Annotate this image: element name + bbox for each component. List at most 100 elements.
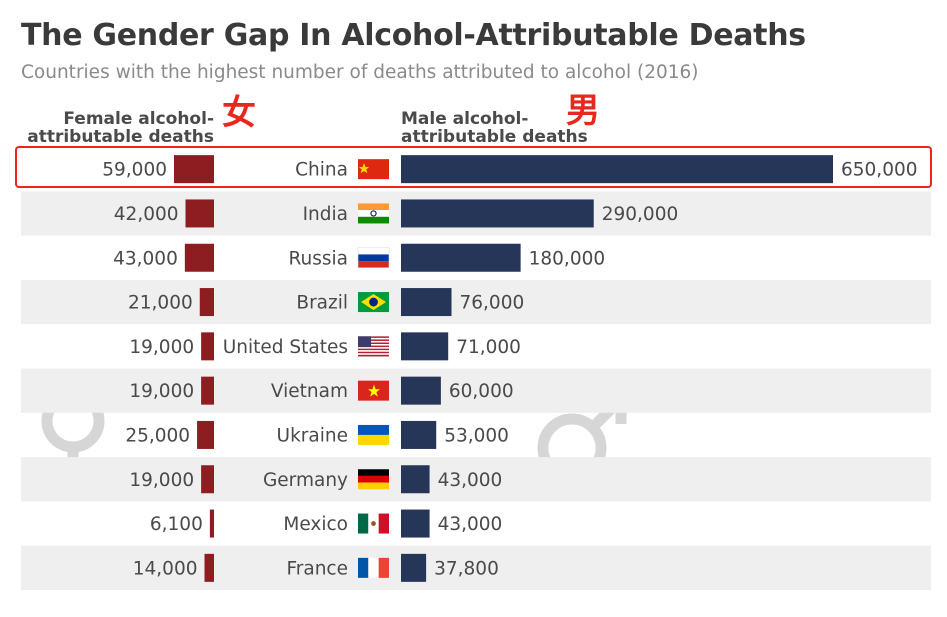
male-value-label: 43,000 <box>438 514 503 535</box>
row-stripe <box>21 368 931 413</box>
india-flag-icon <box>358 203 389 224</box>
male-column-header: Male alcohol- attributable deaths <box>401 110 588 146</box>
male-value-label: 71,000 <box>456 337 521 358</box>
usa-flag-icon-stripe-8 <box>358 348 389 351</box>
male-value-label: 650,000 <box>841 160 918 181</box>
usa-flag-icon-stripe-1 <box>358 337 389 340</box>
row-brazil: 21,000 Brazil 76,000 <box>21 279 931 325</box>
china-flag-icon-star <box>359 163 369 174</box>
india-flag-icon-white <box>358 210 389 217</box>
row-mexico: 6,100 Mexico 43,000 <box>150 509 503 538</box>
female-column-header: Female alcohol- attributable deaths <box>26 110 214 146</box>
brazil-flag-icon-globe <box>369 297 378 307</box>
russia-flag-icon-blue <box>358 254 389 262</box>
male-bar <box>401 243 521 272</box>
male-value-label: 180,000 <box>529 248 606 269</box>
usa-flag-icon-stripe-3 <box>358 340 389 343</box>
france-flag-icon-blue <box>358 557 369 578</box>
country-label: Ukraine <box>277 425 348 446</box>
china-flag-icon <box>358 159 389 180</box>
usa-flag-icon-stripe-2 <box>358 339 389 342</box>
female-bar <box>201 465 214 494</box>
france-flag-icon-white <box>368 557 379 578</box>
female-bar <box>199 288 214 317</box>
usa-flag-icon-canton <box>358 336 372 348</box>
female-bar <box>174 155 214 184</box>
male-bar <box>401 288 452 317</box>
female-bar <box>201 332 214 361</box>
male-value-label: 43,000 <box>438 470 503 491</box>
male-header-line1: Male alcohol- <box>401 109 529 129</box>
male-value-label: 60,000 <box>449 381 514 402</box>
row-russia: 43,000 Russia 180,000 <box>113 243 606 272</box>
russia-flag-icon-white <box>358 247 389 255</box>
usa-flag-icon-stripe-9 <box>358 350 389 352</box>
male-value-label: 76,000 <box>460 293 525 314</box>
vietnam-flag-icon <box>358 380 389 401</box>
row-india: 42,000 India 290,000 <box>21 191 931 236</box>
male-value-label: 37,800 <box>434 558 499 579</box>
row-vietnam: 19,000 Vietnam 60,000 <box>21 368 931 413</box>
russia-flag-icon-red <box>358 261 389 268</box>
row-china: 59,000 China 650,000 <box>102 155 918 184</box>
ukraine-flag-icon <box>358 424 389 445</box>
country-label: Russia <box>288 248 348 269</box>
germany-flag-icon-black <box>358 469 389 476</box>
female-value-label: 21,000 <box>128 293 193 314</box>
usa-flag-icon-stripe-6 <box>358 345 389 348</box>
mexico-flag-icon-green <box>358 513 369 534</box>
ukraine-flag-icon-blue <box>358 424 389 435</box>
usa-flag-icon-stripe-10 <box>358 351 389 354</box>
ukraine-flag-icon-yellow <box>358 434 389 445</box>
female-value-label: 42,000 <box>114 204 179 225</box>
female-value-label: 59,000 <box>102 160 167 181</box>
france-flag-icon <box>358 557 389 578</box>
country-label: China <box>295 160 348 181</box>
chart-subtitle: Countries with the highest number of dea… <box>21 62 699 83</box>
female-bar <box>185 199 214 228</box>
female-bar <box>197 420 214 449</box>
vietnam-flag-icon-star <box>368 384 380 397</box>
male-bar <box>401 332 449 361</box>
row-stripe <box>21 279 931 325</box>
china-flag-icon-field <box>358 159 389 180</box>
country-label: Brazil <box>296 293 348 314</box>
usa-flag-icon-stripe-12 <box>358 354 389 357</box>
male-value-label: 53,000 <box>444 425 509 446</box>
male-bar <box>401 376 441 405</box>
usa-flag-icon-stripe-5 <box>358 344 389 346</box>
row-ukraine: 25,000 Ukraine 53,000 <box>125 420 509 449</box>
germany-flag-icon <box>358 469 389 490</box>
usa-flag-icon-stripe-4 <box>358 342 389 345</box>
russia-flag-icon <box>357 247 390 269</box>
row-stripe <box>21 545 931 590</box>
female-value-label: 6,100 <box>150 514 203 535</box>
mexico-flag-icon <box>358 513 389 534</box>
female-bar <box>209 509 214 538</box>
india-flag-icon-green <box>358 216 389 224</box>
usa-flag-icon-stripe-7 <box>358 347 389 349</box>
female-value-label: 19,000 <box>129 337 194 358</box>
chart-title: The Gender Gap In Alcohol-Attributable D… <box>21 18 806 53</box>
female-value-label: 14,000 <box>133 558 198 579</box>
mexico-flag-icon-emblem <box>371 521 376 526</box>
male-bar <box>401 420 437 449</box>
mexico-flag-icon-red <box>378 513 389 534</box>
female-bar <box>201 376 214 405</box>
russia-flag-icon-border <box>357 247 390 269</box>
country-label: Vietnam <box>271 381 348 402</box>
male-bar <box>401 509 430 538</box>
country-label: India <box>303 204 348 225</box>
row-germany: 19,000 Germany 43,000 <box>21 457 931 502</box>
female-bar <box>184 243 214 272</box>
country-label: France <box>286 558 348 579</box>
india-flag-icon-chakra <box>370 210 377 217</box>
country-label: Mexico <box>283 514 348 535</box>
male-bar <box>401 553 427 582</box>
female-header-line1: Female alcohol- <box>63 109 214 129</box>
female-bar <box>204 553 214 582</box>
row-france: 14,000 France 37,800 <box>21 545 931 590</box>
female-header-line2: attributable deaths <box>27 127 214 147</box>
male-value-label: 290,000 <box>602 204 679 225</box>
